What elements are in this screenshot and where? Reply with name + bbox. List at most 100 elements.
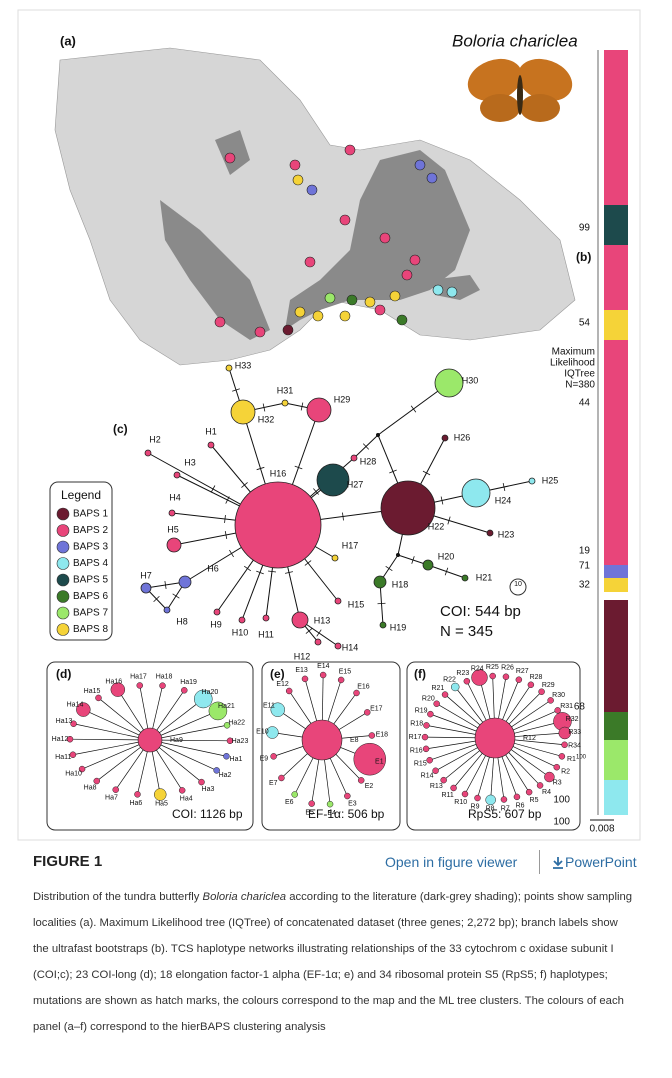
- haplotype-label: E15: [339, 668, 352, 675]
- haplotype-label: H28: [360, 456, 377, 466]
- haplotype-label: E17: [370, 705, 383, 712]
- mutation-mark: [267, 570, 277, 573]
- haplotype-label: E12: [276, 681, 289, 688]
- network-edge: [81, 739, 151, 770]
- powerpoint-link[interactable]: PowerPoint: [565, 854, 637, 870]
- haplotype-node: [301, 719, 343, 761]
- gene-label: RpS5: 607 bp: [468, 807, 542, 821]
- mutation-mark: [410, 405, 417, 413]
- haplotype-node: [291, 791, 298, 798]
- haplotype-label: R19: [415, 708, 428, 715]
- haplotype-node: [173, 471, 181, 479]
- sampling-point: [346, 294, 358, 306]
- tree-method: Likelihood: [550, 358, 595, 369]
- haplotype-label: Ha5: [155, 800, 168, 807]
- mutation-mark: [342, 512, 344, 521]
- bootstrap-label: 99: [579, 223, 591, 234]
- haplotype-node: [223, 753, 230, 760]
- sample-size: N = 345: [440, 623, 493, 640]
- mutation-mark: [502, 483, 506, 491]
- network-edge: [73, 723, 151, 741]
- haplotype-node: [441, 434, 449, 442]
- haplotype-node: [461, 478, 491, 508]
- haplotype-label: R23: [456, 670, 469, 677]
- haplotype-node: [93, 777, 100, 785]
- haplotype-node: [536, 782, 544, 789]
- legend-label: BAPS 7: [73, 608, 108, 619]
- haplotype-label: R5: [530, 797, 539, 804]
- sampling-point: [396, 314, 408, 326]
- legend-label: BAPS 8: [73, 624, 108, 635]
- haplotype-label: Ha1: [230, 756, 243, 763]
- haplotype-node: [140, 582, 152, 594]
- haplotype-node: [353, 742, 387, 776]
- tree-clade: [604, 565, 628, 578]
- sampling-point: [426, 172, 438, 184]
- haplotype-node: [554, 707, 561, 714]
- haplotype-node: [266, 726, 279, 739]
- haplotype-label: E2: [365, 783, 374, 790]
- haplotype-label: Ha20: [202, 689, 219, 696]
- sampling-point: [344, 144, 356, 156]
- haplotype-label: H32: [258, 414, 275, 424]
- haplotype-label: E16: [357, 683, 370, 690]
- mutation-mark: [316, 629, 322, 637]
- haplotype-node: [422, 559, 434, 571]
- tree-method: IQTree: [564, 369, 595, 380]
- haplotype-node: [528, 477, 536, 485]
- haplotype-label: H3: [184, 457, 196, 467]
- haplotype-node: [163, 606, 171, 614]
- haplotype-label: R18: [410, 720, 423, 727]
- haplotype-node: [489, 672, 496, 680]
- haplotype-node: [153, 788, 167, 801]
- tree-method: Maximum: [552, 347, 595, 358]
- tree-clade: [604, 578, 628, 592]
- haplotype-node: [194, 689, 213, 709]
- haplotype-label: R27: [516, 668, 529, 675]
- sampling-point: [324, 292, 336, 304]
- legend-label: BAPS 1: [73, 509, 108, 520]
- haplotype-node: [337, 676, 345, 684]
- haplotype-node: [423, 722, 430, 729]
- mutation-mark: [225, 496, 230, 504]
- haplotype-label: H21: [476, 572, 493, 582]
- sampling-point: [432, 284, 444, 296]
- separator: [539, 850, 540, 874]
- legend-swatch: [56, 623, 70, 636]
- legend-label: BAPS 4: [73, 558, 108, 569]
- haplotype-label: R34: [568, 743, 581, 750]
- sampling-point: [289, 159, 301, 171]
- species-name: Boloria chariclea: [452, 31, 578, 50]
- sampling-point: [294, 306, 306, 318]
- haplotype-node: [166, 537, 182, 553]
- haplotype-label: E7: [269, 780, 278, 787]
- haplotype-node: [485, 794, 496, 806]
- haplotype-node: [137, 727, 163, 753]
- network-edge: [149, 739, 230, 742]
- network-edge: [149, 739, 227, 757]
- tree-clade: [604, 245, 628, 310]
- haplotype-node: [291, 611, 309, 629]
- haplotype-label: E9: [260, 755, 269, 762]
- mutation-mark: [229, 549, 234, 558]
- caption-text: according to the literature (dark-grey s…: [33, 891, 633, 1033]
- haplotype-node: [558, 753, 566, 760]
- haplotype-label: R17: [409, 734, 422, 741]
- legend-label: BAPS 2: [73, 525, 108, 536]
- haplotype-node: [76, 702, 91, 717]
- bootstrap-label: 71: [579, 561, 591, 572]
- figure-viewer-link[interactable]: Open in figure viewer: [385, 854, 518, 870]
- haplotype-label: H15: [348, 599, 365, 609]
- haplotype-label: R7: [501, 805, 510, 812]
- mutation-mark: [164, 580, 167, 590]
- range: [430, 275, 480, 300]
- mutation-mark: [153, 595, 160, 603]
- haplotype-label: Ha3: [202, 786, 215, 793]
- haplotype-node: [159, 682, 166, 689]
- figure: (a) Boloria chariclea Legend (c) (d) (e)…: [17, 9, 641, 841]
- mutation-mark: [389, 469, 397, 474]
- sampling-point: [312, 310, 324, 322]
- haplotype-label: E18: [376, 732, 389, 739]
- haplotype-node: [69, 751, 77, 758]
- mutation-mark: [172, 593, 180, 599]
